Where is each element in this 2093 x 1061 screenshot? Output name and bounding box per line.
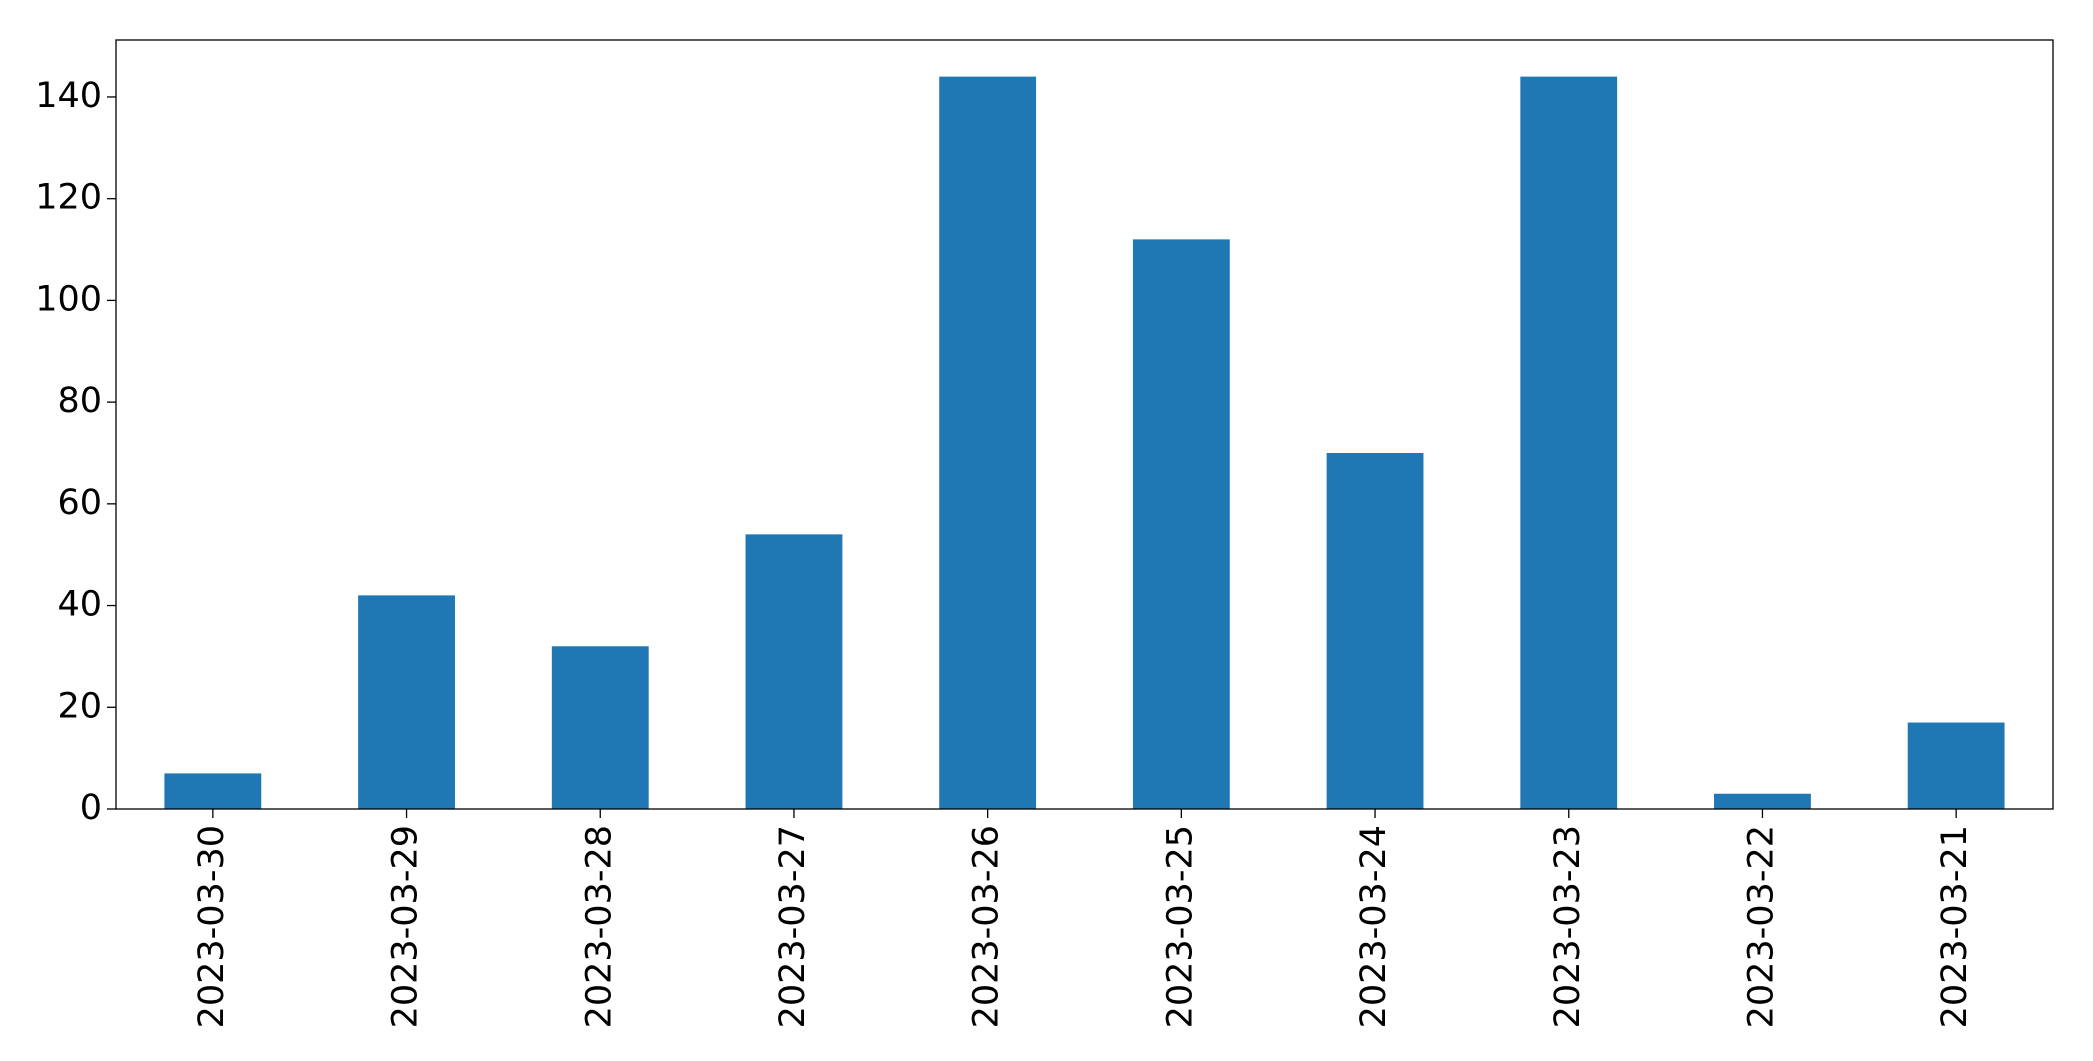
y-tick-label: 120 <box>35 178 102 218</box>
y-tick-label: 20 <box>57 686 102 726</box>
x-tick-label: 2023-03-23 <box>1548 825 1588 1028</box>
y-tick-label: 0 <box>80 788 102 828</box>
x-tick-label: 2023-03-24 <box>1354 825 1394 1028</box>
bar <box>164 773 262 809</box>
x-tick-label: 2023-03-21 <box>1935 825 1975 1028</box>
bar <box>1132 239 1230 810</box>
x-tick-label: 2023-03-27 <box>773 825 813 1028</box>
axes-frame <box>115 39 2054 810</box>
y-tick-label: 80 <box>57 381 102 421</box>
x-tick-label: 2023-03-28 <box>579 825 619 1028</box>
bar <box>1714 793 1811 809</box>
y-tick-label: 140 <box>35 76 102 116</box>
x-tick-label: 2023-03-30 <box>192 825 232 1028</box>
bar <box>1520 76 1618 810</box>
bar <box>1907 722 2005 809</box>
y-tick-label: 40 <box>57 585 102 625</box>
bar <box>551 646 649 809</box>
y-tick-label: 60 <box>57 483 102 523</box>
bar <box>1326 452 1424 809</box>
x-tick-label: 2023-03-29 <box>386 825 426 1028</box>
bar <box>939 76 1037 810</box>
y-tick-label: 100 <box>35 279 102 319</box>
bar <box>358 595 455 809</box>
bar <box>745 534 843 809</box>
x-tick-label: 2023-03-26 <box>967 825 1007 1028</box>
x-tick-label: 2023-03-25 <box>1160 825 1200 1028</box>
x-tick-label: 2023-03-22 <box>1741 825 1781 1028</box>
